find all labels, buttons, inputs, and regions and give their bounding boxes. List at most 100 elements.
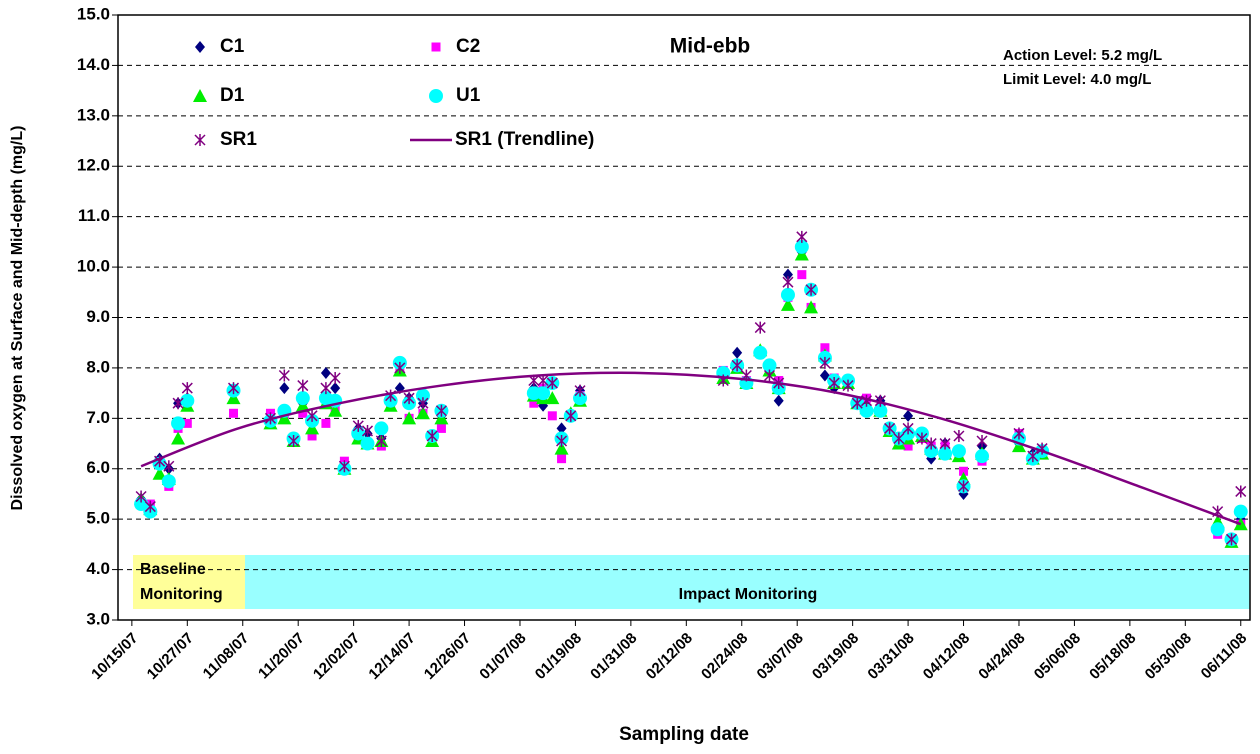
- x-tick-label: 04/24/08: [975, 630, 1028, 683]
- x-tick-label: 05/06/08: [1031, 630, 1084, 683]
- point: [782, 268, 793, 281]
- point: [975, 449, 990, 464]
- legend-marker: [429, 89, 443, 103]
- y-tick-label: 14.0: [77, 55, 110, 74]
- point: [1210, 522, 1225, 537]
- point: [226, 391, 241, 405]
- point: [320, 382, 332, 395]
- x-tick-label: 10/27/07: [144, 630, 197, 683]
- legend-label: D1: [220, 85, 245, 106]
- point: [361, 424, 374, 437]
- point: [884, 422, 896, 435]
- point: [796, 230, 808, 243]
- point: [374, 421, 389, 436]
- x-tick-label: 01/19/08: [532, 630, 585, 683]
- point: [842, 379, 854, 392]
- point: [352, 419, 364, 432]
- point: [754, 321, 766, 334]
- region-label: Impact Monitoring: [679, 586, 818, 603]
- point: [434, 411, 449, 425]
- point: [436, 423, 446, 433]
- x-tick-label: 04/12/08: [920, 630, 973, 683]
- point: [320, 366, 331, 379]
- point: [426, 429, 438, 442]
- y-tick-label: 10.0: [77, 257, 110, 276]
- point: [1027, 450, 1039, 463]
- x-tick-label: 06/11/08: [1198, 630, 1251, 683]
- point: [797, 270, 807, 280]
- point: [556, 422, 567, 435]
- x-tick-label: 05/30/08: [1142, 630, 1195, 683]
- point: [893, 432, 905, 445]
- x-tick-label: 12/14/07: [365, 630, 418, 683]
- point: [953, 429, 965, 442]
- point: [307, 431, 317, 441]
- impact-region: [245, 555, 1250, 609]
- point: [279, 382, 290, 395]
- x-tick-label: 03/31/08: [864, 630, 917, 683]
- point: [554, 441, 569, 455]
- point: [415, 406, 430, 420]
- point: [762, 358, 777, 373]
- point: [529, 398, 539, 408]
- point: [182, 418, 192, 428]
- point: [732, 346, 743, 359]
- x-tick-label: 03/19/08: [809, 630, 862, 683]
- x-axis-label: Sampling date: [619, 724, 749, 745]
- point: [295, 391, 310, 406]
- y-tick-label: 15.0: [77, 4, 110, 23]
- point: [229, 408, 239, 418]
- point: [938, 446, 953, 461]
- legend-label: C1: [220, 36, 245, 57]
- legend-marker: [194, 134, 206, 146]
- point: [1233, 504, 1248, 519]
- point: [873, 403, 888, 418]
- annotation: Limit Level: 4.0 mg/L: [1003, 71, 1151, 88]
- point: [394, 361, 406, 374]
- point: [1013, 427, 1025, 440]
- x-tick-label: 12/26/07: [421, 630, 474, 683]
- y-tick-label: 13.0: [77, 105, 110, 124]
- point: [1225, 533, 1238, 546]
- point: [731, 359, 743, 372]
- y-tick-label: 3.0: [86, 609, 110, 628]
- point: [403, 392, 415, 405]
- point: [277, 411, 292, 425]
- point: [959, 466, 969, 476]
- x-tick-label: 02/24/08: [698, 630, 751, 683]
- point: [951, 444, 966, 459]
- point: [172, 397, 184, 410]
- legend-label: SR1: [220, 129, 257, 150]
- point: [435, 404, 447, 417]
- point: [1011, 439, 1026, 453]
- y-tick-label: 8.0: [86, 357, 110, 376]
- point: [298, 408, 308, 418]
- point: [780, 287, 795, 302]
- legend-marker: [195, 41, 205, 53]
- point: [135, 490, 147, 503]
- point: [547, 411, 557, 421]
- point: [545, 391, 560, 405]
- y-tick-label: 4.0: [86, 559, 110, 578]
- point: [819, 356, 831, 369]
- x-tick-label: 01/31/08: [587, 630, 640, 683]
- x-tick-label: 11/20/07: [255, 630, 308, 683]
- point: [171, 416, 186, 431]
- point: [417, 397, 429, 410]
- point: [297, 379, 309, 392]
- point: [360, 436, 375, 451]
- point: [782, 276, 794, 289]
- point: [329, 372, 341, 384]
- legend-marker: [193, 89, 207, 102]
- x-tick-label: 11/08/07: [200, 630, 253, 683]
- point: [537, 374, 549, 387]
- point: [338, 460, 350, 473]
- point: [171, 431, 186, 445]
- point: [903, 441, 913, 451]
- point: [1235, 485, 1247, 498]
- point: [180, 393, 195, 408]
- point: [321, 418, 331, 428]
- legend-label: C2: [456, 36, 480, 57]
- point: [181, 382, 193, 395]
